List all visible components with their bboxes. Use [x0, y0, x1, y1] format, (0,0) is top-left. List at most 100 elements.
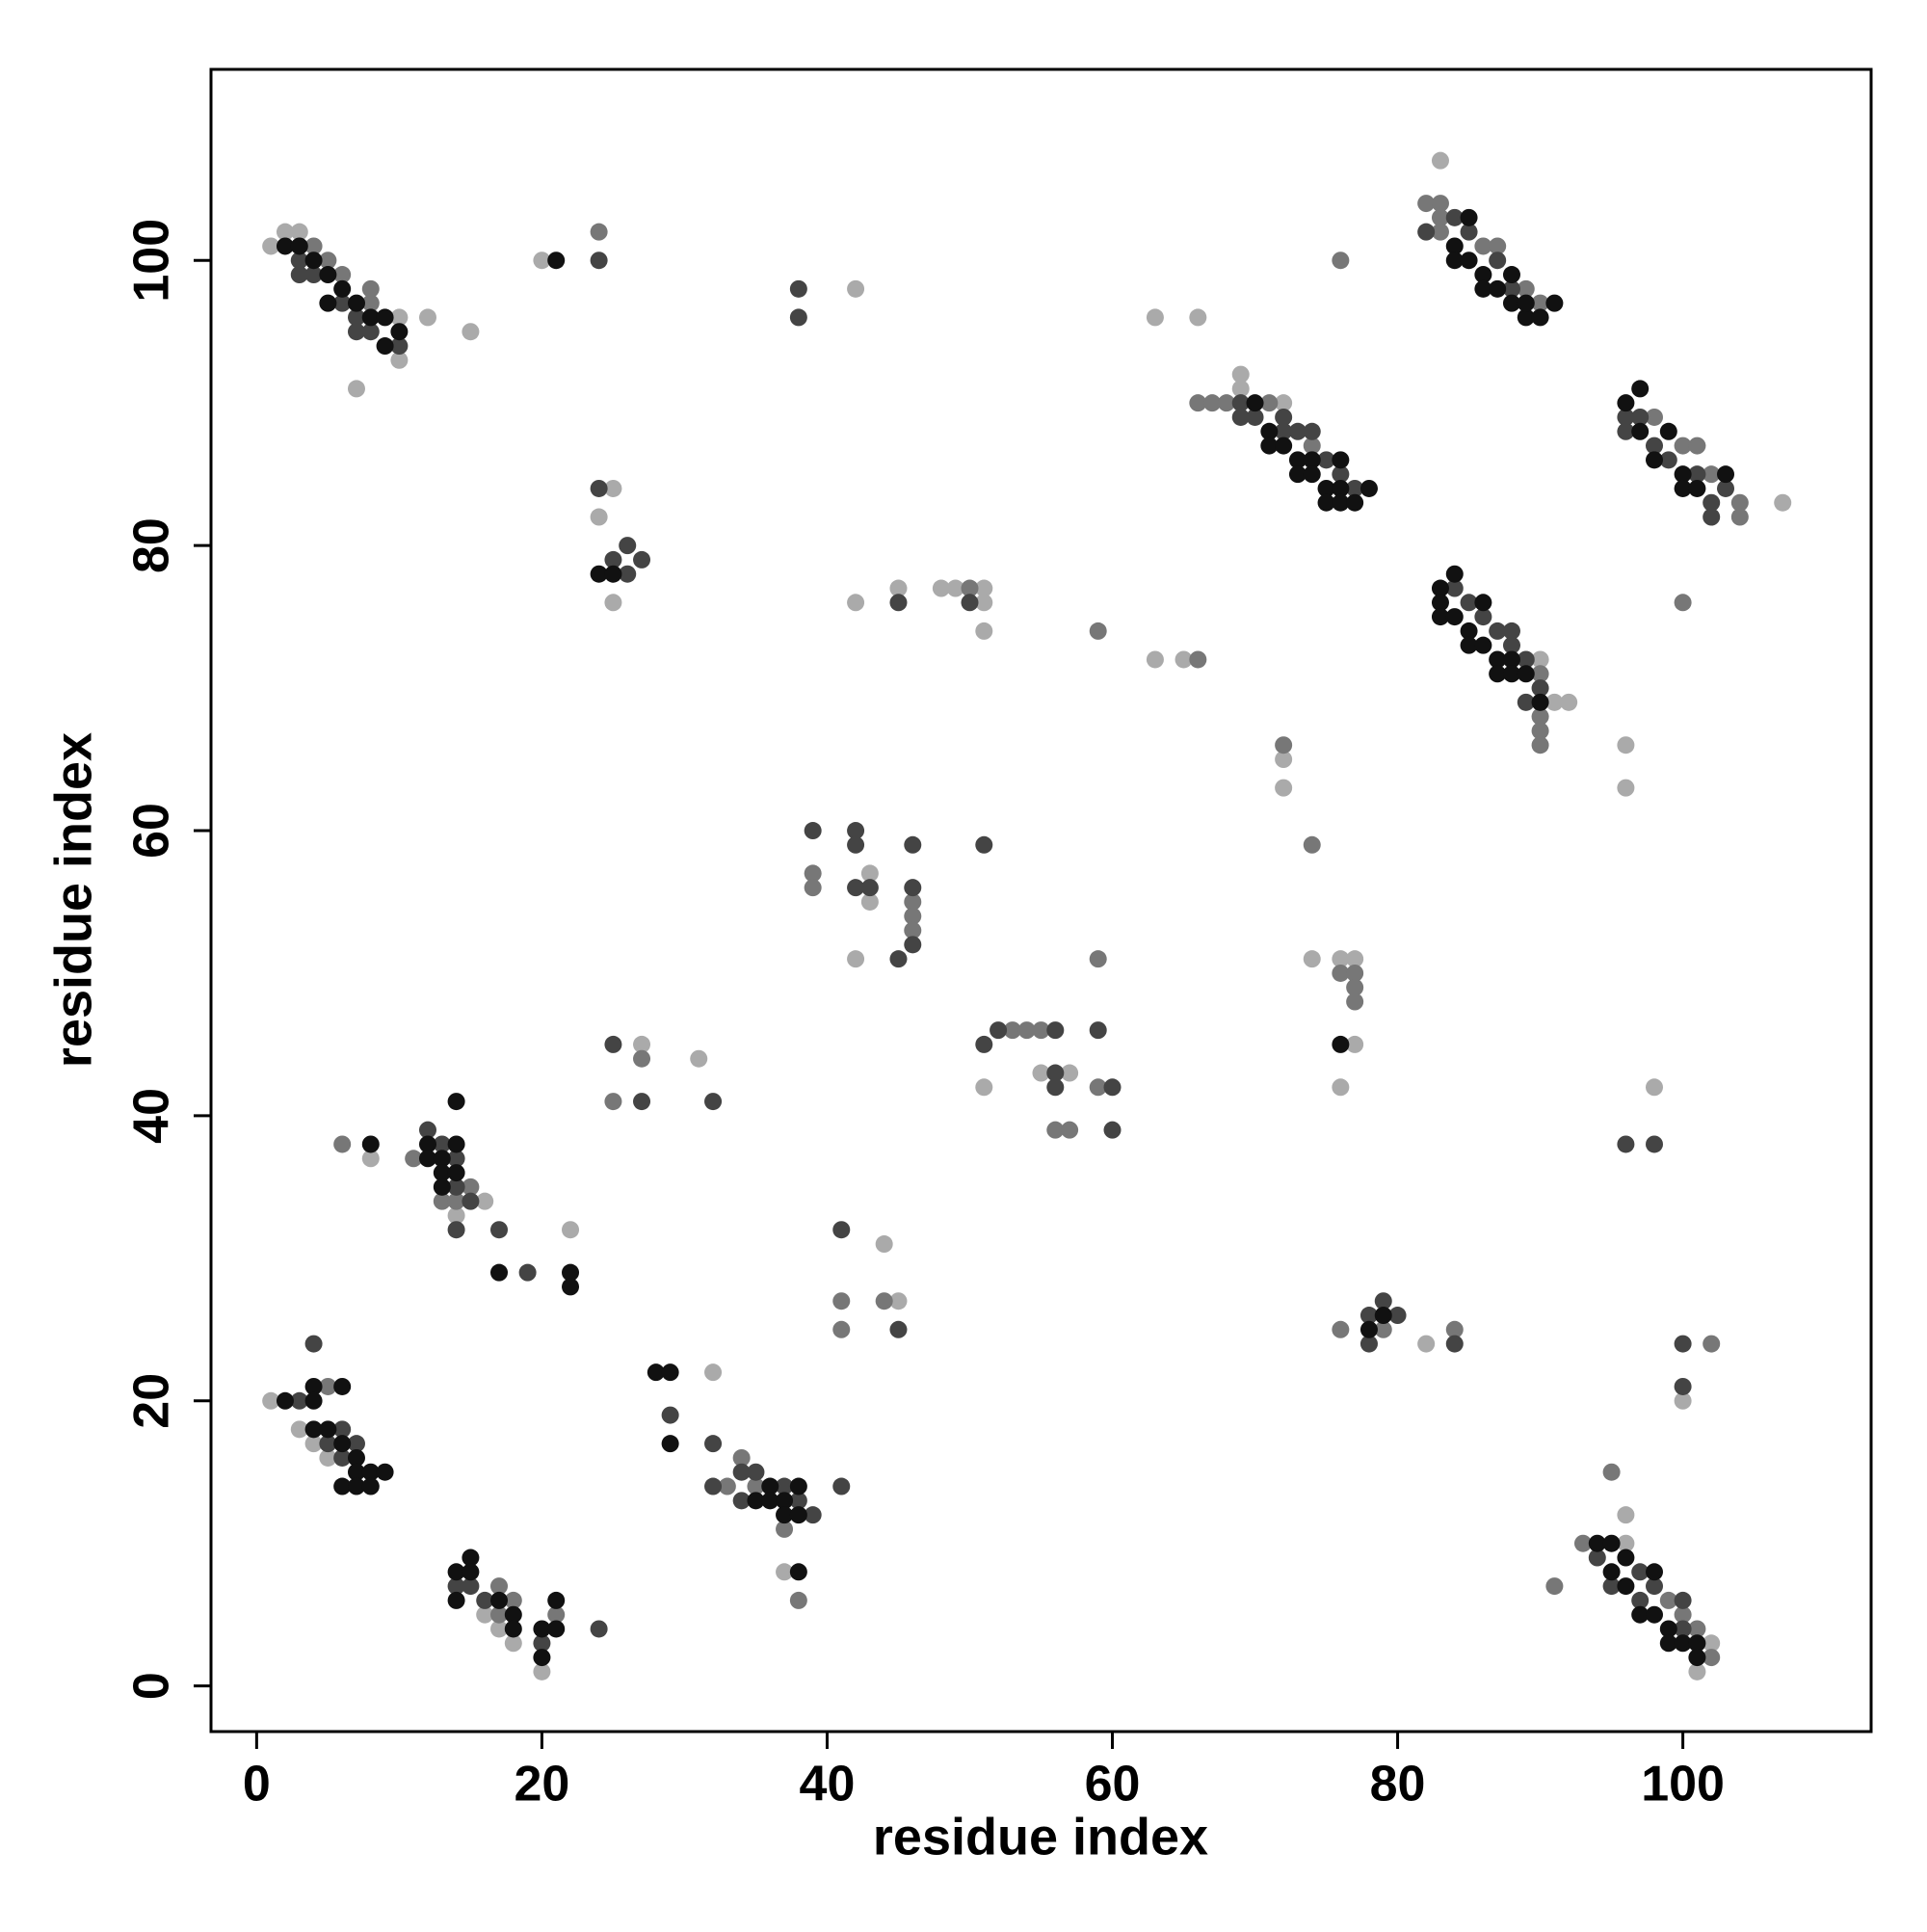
point [789, 1506, 807, 1524]
point [889, 579, 908, 597]
point [504, 1605, 522, 1624]
point [276, 223, 294, 241]
point [1275, 437, 1293, 455]
point [1231, 394, 1250, 412]
point [1046, 1064, 1065, 1082]
point [1531, 679, 1549, 698]
point [1502, 650, 1520, 669]
point [462, 1563, 480, 1581]
point [319, 251, 337, 270]
point [1203, 394, 1222, 412]
point [1517, 650, 1535, 669]
point [860, 892, 879, 911]
point [447, 1206, 465, 1225]
point [1674, 1591, 1692, 1609]
point [304, 1435, 323, 1453]
point [1431, 579, 1449, 597]
point [1502, 665, 1520, 683]
point [1445, 608, 1464, 626]
point [490, 1605, 509, 1624]
point [789, 1477, 807, 1495]
point [533, 1649, 551, 1667]
point [1517, 279, 1535, 298]
point [1460, 251, 1478, 270]
point [433, 1192, 451, 1210]
point [547, 1591, 566, 1609]
point [1003, 1021, 1021, 1040]
point [390, 308, 409, 327]
point [789, 1492, 807, 1510]
point [1260, 422, 1279, 440]
point [1417, 195, 1436, 213]
point [1602, 1577, 1621, 1596]
point [590, 1620, 608, 1638]
point [1674, 1620, 1692, 1638]
point [376, 1463, 394, 1481]
point [604, 565, 622, 583]
point [1674, 479, 1692, 497]
point [975, 594, 993, 612]
point [633, 1035, 651, 1053]
point [347, 380, 365, 398]
point [1445, 1335, 1464, 1353]
point [1275, 408, 1293, 426]
point [1730, 493, 1749, 512]
point [661, 1406, 679, 1424]
point [776, 1477, 794, 1495]
point [1288, 465, 1307, 484]
point [1445, 208, 1464, 226]
point [847, 279, 865, 298]
point [1431, 208, 1449, 226]
point [633, 1093, 651, 1111]
point [1359, 1307, 1378, 1325]
point [1445, 579, 1464, 597]
point [333, 279, 352, 298]
point [1617, 422, 1635, 440]
point [776, 1506, 794, 1524]
point [1474, 608, 1492, 626]
point [904, 921, 922, 940]
point [1359, 1320, 1378, 1338]
point [604, 1035, 622, 1053]
x-tick-label: 40 [800, 1757, 856, 1813]
point [347, 1477, 365, 1495]
point [847, 879, 865, 897]
point [1474, 594, 1492, 612]
point [718, 1477, 736, 1495]
point [1275, 394, 1293, 412]
point [333, 1135, 352, 1153]
point [1474, 237, 1492, 255]
point [290, 1420, 308, 1439]
point [433, 1135, 451, 1153]
point [1359, 1335, 1378, 1353]
point [1246, 408, 1264, 426]
point [418, 1121, 436, 1139]
point [975, 835, 993, 854]
point [1260, 394, 1279, 412]
point [889, 1292, 908, 1310]
point [1659, 1634, 1677, 1653]
point [1674, 1391, 1692, 1410]
point [1631, 1591, 1650, 1609]
point [1688, 465, 1706, 484]
point [789, 1591, 807, 1609]
point [1346, 964, 1364, 982]
point [433, 1178, 451, 1196]
point [361, 323, 380, 341]
point [1545, 294, 1564, 312]
point [1517, 665, 1535, 683]
point [1659, 1591, 1677, 1609]
point [847, 950, 865, 968]
point [860, 864, 879, 883]
point [1231, 380, 1250, 398]
point [290, 266, 308, 284]
point [1489, 237, 1507, 255]
point [304, 266, 323, 284]
point [1659, 422, 1677, 440]
point [1303, 950, 1321, 968]
point [447, 1221, 465, 1239]
point [875, 1292, 893, 1310]
point [1189, 394, 1207, 412]
point [319, 1377, 337, 1395]
point [1502, 622, 1520, 640]
